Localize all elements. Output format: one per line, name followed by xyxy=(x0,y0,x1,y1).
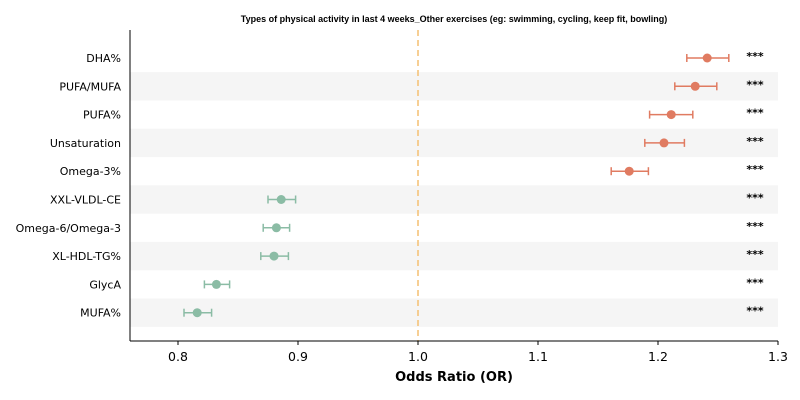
significance-label: *** xyxy=(746,220,764,233)
x-tick-label: 0.9 xyxy=(288,349,308,364)
row-mufa-: MUFA% *** xyxy=(80,305,764,320)
x-tick-label: 1.1 xyxy=(528,349,548,364)
row-label: PUFA/MUFA xyxy=(59,80,121,93)
row-label: GlycA xyxy=(89,278,121,291)
or-point xyxy=(271,223,281,233)
row-unsaturation: Unsaturation *** xyxy=(50,135,764,150)
x-tick-label: 1.2 xyxy=(648,349,668,364)
significance-label: *** xyxy=(746,78,764,91)
x-tick-label: 1.0 xyxy=(408,349,428,364)
significance-label: *** xyxy=(746,107,764,120)
row-label: Unsaturation xyxy=(50,137,121,150)
row-glyca: GlycA *** xyxy=(89,276,764,291)
significance-label: *** xyxy=(746,276,764,289)
or-point xyxy=(211,279,221,289)
row-omega-6-omega-3: Omega-6/Omega-3 *** xyxy=(16,220,764,235)
row-dha-: DHA% *** xyxy=(86,50,764,65)
or-point xyxy=(666,110,676,120)
significance-label: *** xyxy=(746,192,764,205)
or-point xyxy=(276,195,286,204)
row-band xyxy=(130,241,778,271)
significance-label: *** xyxy=(746,305,764,318)
row-label: PUFA% xyxy=(83,109,121,122)
row-band xyxy=(130,185,778,214)
significance-label: *** xyxy=(746,50,764,63)
row-pufa-mufa: PUFA/MUFA *** xyxy=(59,78,763,93)
row-label: XL-HDL-TG% xyxy=(52,250,121,263)
data-rows: DHA% *** PUFA/MUFA *** PUFA% *** Unsaturation *… xyxy=(16,50,764,320)
or-point xyxy=(659,138,669,148)
or-point xyxy=(269,251,279,261)
row-label: DHA% xyxy=(86,52,121,65)
row-xl-hdl-tg-: XL-HDL-TG% *** xyxy=(52,248,764,263)
row-band xyxy=(130,298,778,327)
row-band xyxy=(130,72,778,101)
significance-label: *** xyxy=(746,163,764,176)
or-point xyxy=(192,308,202,318)
or-point xyxy=(690,81,700,91)
significance-label: *** xyxy=(746,248,764,261)
axes: 0.8 0.9 1.0 1.1 1.2 1.3 xyxy=(129,30,788,364)
or-point xyxy=(624,166,634,176)
row-label: Omega-6/Omega-3 xyxy=(16,222,121,235)
x-tick-label: 0.8 xyxy=(168,349,188,364)
x-tick-label: 1.3 xyxy=(768,349,788,364)
row-pufa-: PUFA% *** xyxy=(83,107,764,122)
row-omega-3-: Omega-3% *** xyxy=(60,163,764,178)
row-label: Omega-3% xyxy=(60,165,121,178)
significance-label: *** xyxy=(746,135,764,148)
row-bands xyxy=(130,72,778,327)
or-point xyxy=(702,53,712,63)
row-xxl-vldl-ce: XXL-VLDL-CE *** xyxy=(50,192,764,207)
chart-title: Types of physical activity in last 4 wee… xyxy=(241,14,667,24)
x-axis-label: Odds Ratio (OR) xyxy=(395,370,513,385)
row-label: MUFA% xyxy=(80,307,121,320)
row-label: XXL-VLDL-CE xyxy=(50,194,121,207)
